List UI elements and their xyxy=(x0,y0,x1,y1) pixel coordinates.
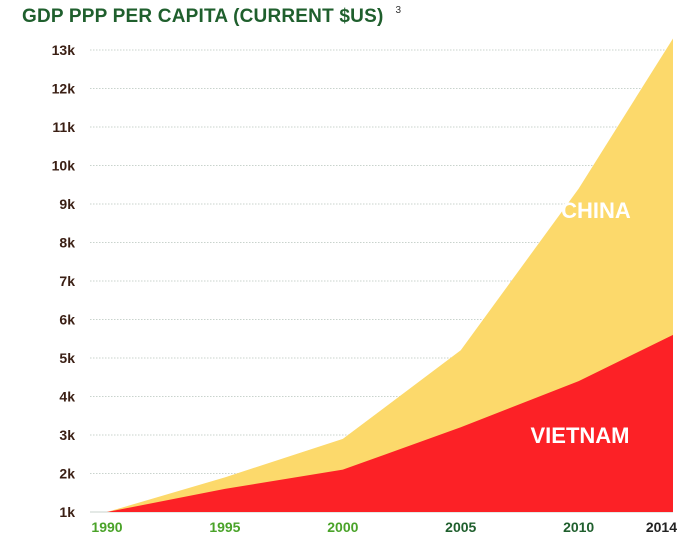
x-tick-label: 2014 xyxy=(646,519,677,535)
x-tick-label: 1990 xyxy=(91,519,122,535)
y-tick-label: 7k xyxy=(59,273,75,289)
y-tick-label: 4k xyxy=(59,389,75,405)
x-tick-label: 2005 xyxy=(445,519,476,535)
x-tick-label: 2000 xyxy=(327,519,358,535)
y-tick-label: 8k xyxy=(59,235,75,251)
x-axis-ticks: 1990 1995 2000 2005 2010 2014 xyxy=(91,519,677,535)
area-china xyxy=(107,38,673,512)
y-tick-label: 10k xyxy=(52,158,76,174)
y-tick-label: 3k xyxy=(59,427,75,443)
y-tick-label: 13k xyxy=(52,42,76,58)
series-labels: CHINA VIETNAM xyxy=(531,198,631,448)
y-tick-label: 2k xyxy=(59,466,75,482)
chart-title: GDP PPP PER CAPITA (CURRENT $US) xyxy=(22,6,384,27)
x-tick-label: 2010 xyxy=(563,519,594,535)
y-tick-label: 1k xyxy=(59,504,75,520)
y-tick-label: 12k xyxy=(52,81,76,97)
y-axis-ticks: 1k 2k 3k 4k 5k 6k 7k 8k 9k 10k 11k 12k 13k xyxy=(52,42,76,520)
footnote-marker: 3 xyxy=(395,5,402,16)
chart-title-group: GDP PPP PER CAPITA (CURRENT $US) 3 xyxy=(22,5,402,28)
area-vietnam xyxy=(107,334,673,512)
x-tick-label: 1995 xyxy=(209,519,240,535)
y-tick-label: 9k xyxy=(59,196,75,212)
series-areas xyxy=(107,38,673,512)
y-tick-label: 11k xyxy=(52,119,75,135)
y-tick-label: 6k xyxy=(59,312,75,328)
series-label-china: CHINA xyxy=(561,198,631,223)
y-tick-label: 5k xyxy=(59,350,75,366)
series-label-vietnam: VIETNAM xyxy=(531,423,630,448)
